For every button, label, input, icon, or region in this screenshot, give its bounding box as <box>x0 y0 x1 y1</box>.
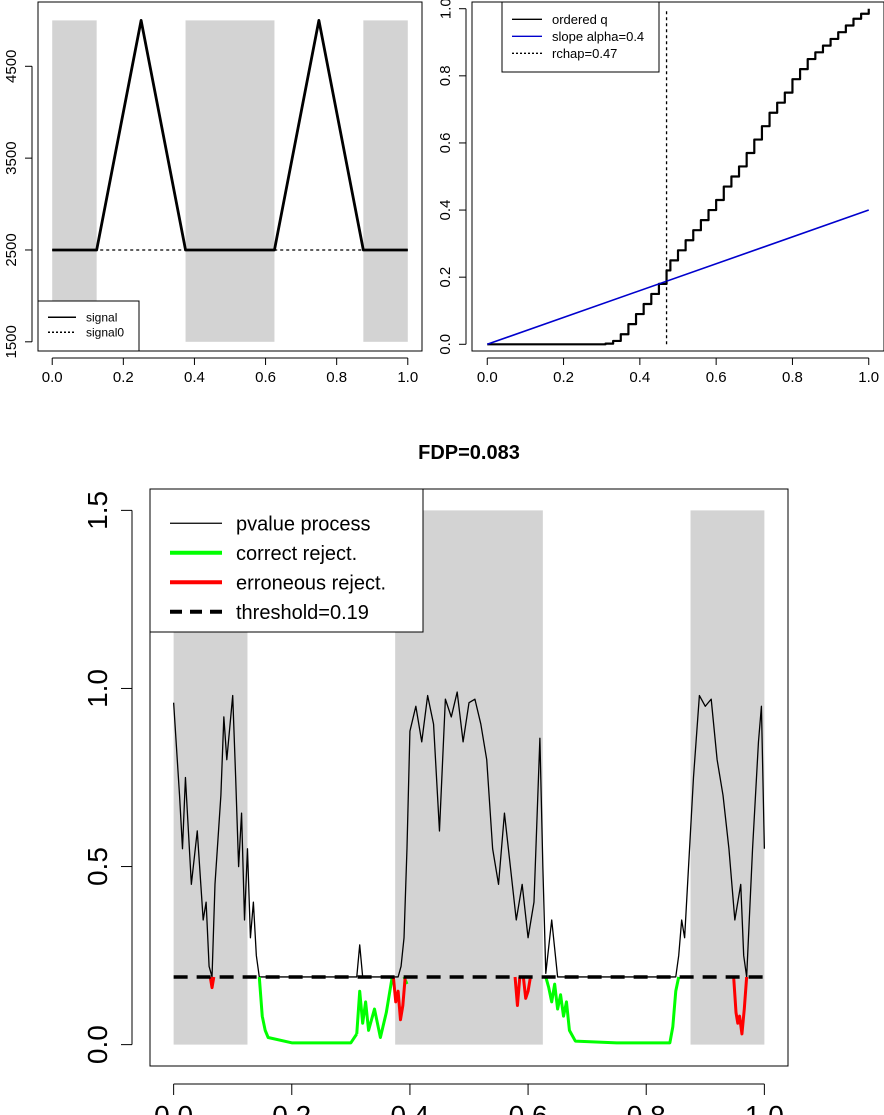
y-tick-label: 1.0 <box>82 669 113 708</box>
x-tick-label: 1.0 <box>397 369 418 386</box>
x-tick-label: 0.4 <box>629 369 650 386</box>
y-tick-label: 1.5 <box>82 491 113 530</box>
y-tick-label: 0.0 <box>437 334 454 355</box>
x-tick-label: 0.6 <box>509 1100 548 1115</box>
y-tick-label: 3500 <box>3 141 20 174</box>
x-tick-label: 1.0 <box>745 1100 784 1115</box>
plot-inner <box>52 18 408 342</box>
y-tick-label: 0.0 <box>82 1025 113 1064</box>
legend-label: rchap=0.47 <box>552 46 617 61</box>
x-tick-label: 0.8 <box>326 369 347 386</box>
legend-label: signal0 <box>86 326 124 340</box>
legend-label: threshold=0.19 <box>236 602 369 624</box>
y-tick-label: 0.6 <box>437 133 454 154</box>
series-correct-reject-segment-0 <box>257 976 359 1045</box>
x-tick-label: 0.2 <box>553 369 574 386</box>
y-tick-label: 1.0 <box>437 0 454 19</box>
x-tick-label: 0.8 <box>627 1100 666 1115</box>
series-correct-reject-segment-1 <box>355 976 394 1040</box>
series-erroneous-reject-segment-0 <box>208 976 216 990</box>
y-tick-label: 0.5 <box>82 847 113 886</box>
legend-label: pvalue process <box>236 513 371 535</box>
chart-title: FDP=0.083 <box>418 442 520 464</box>
legend-label: correct reject. <box>236 543 357 565</box>
shaded-region-2 <box>690 510 765 1045</box>
series-ordered-q <box>487 8 870 346</box>
x-tick-label: 0.2 <box>272 1100 311 1115</box>
x-tick-label: 0.0 <box>154 1100 193 1115</box>
series-signal <box>52 18 408 252</box>
series-slope-alpha-0-4 <box>486 209 870 346</box>
x-tick-label: 0.4 <box>184 369 205 386</box>
plot-frame <box>149 488 789 1067</box>
x-tick-label: 0.0 <box>42 369 63 386</box>
x-tick-label: 0.0 <box>477 369 498 386</box>
series-correct-reject-segment-3 <box>544 976 681 1045</box>
plot-frame <box>37 1 423 352</box>
legend-box <box>37 300 140 352</box>
y-tick-label: 2500 <box>3 233 20 266</box>
series-pvalue-process <box>172 691 766 978</box>
y-tick-label: 1500 <box>3 325 20 358</box>
pvalue-process-plot: 0.0 0.2 0.4 0.6 0.8 1.0 0.0 0.5 1.0 1.5 FDP=0.083 p… <box>82 442 789 1115</box>
plot-frame <box>471 1 884 352</box>
y-tick-label: 0.4 <box>437 200 454 221</box>
x-tick-label: 0.8 <box>782 369 803 386</box>
series-erroneous-reject-segment-4 <box>732 976 749 1036</box>
signal-plot: 0.0 0.2 0.4 0.6 0.8 1.0 1500 2500 3500 4500 signal… <box>3 1 423 386</box>
series-erroneous-reject-segment-1 <box>391 976 407 1022</box>
legend-label: erroneous reject. <box>236 572 386 594</box>
shaded-region-0 <box>52 20 97 342</box>
legend-label: ordered q <box>552 12 608 27</box>
shaded-region-1 <box>185 20 275 342</box>
legend-label: signal <box>86 311 117 325</box>
x-tick-label: 0.6 <box>706 369 727 386</box>
series-erroneous-reject-segment-3 <box>521 976 532 1000</box>
y-tick-label: 0.2 <box>437 267 454 288</box>
shaded-region-2 <box>363 20 408 342</box>
x-tick-label: 0.2 <box>113 369 134 386</box>
ordered-q-plot: 0.0 0.2 0.4 0.6 0.8 1.0 0.0 0.2 0.4 0.6 0.8 1.0 orde… <box>437 0 884 386</box>
y-tick-label: 4500 <box>3 50 20 83</box>
plot-inner <box>486 8 870 346</box>
x-tick-label: 0.6 <box>255 369 276 386</box>
legend-box <box>149 488 424 633</box>
series-erroneous-reject-segment-2 <box>513 976 522 1007</box>
y-tick-label: 0.8 <box>437 65 454 86</box>
x-tick-label: 0.4 <box>390 1100 429 1115</box>
x-tick-label: 1.0 <box>858 369 879 386</box>
legend-label: slope alpha=0.4 <box>552 29 644 44</box>
